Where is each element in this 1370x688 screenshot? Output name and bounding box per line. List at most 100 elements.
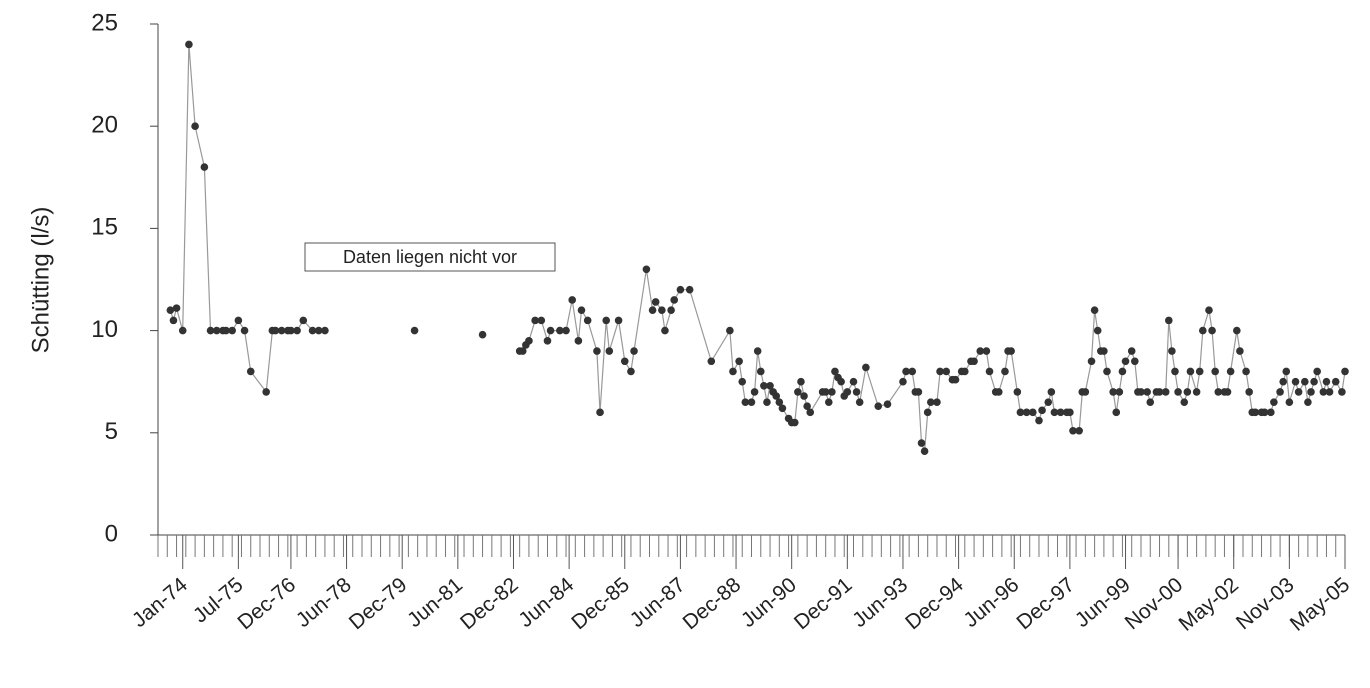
data-point — [1251, 408, 1260, 417]
data-point — [1155, 388, 1164, 396]
data-point — [1087, 357, 1096, 366]
data-point — [1307, 388, 1315, 396]
x-tick-label: May-02 — [1175, 573, 1243, 636]
x-tick-label: May-05 — [1286, 573, 1354, 636]
data-point — [299, 316, 308, 325]
data-point — [1081, 388, 1090, 396]
data-point — [178, 326, 187, 335]
data-point — [1174, 388, 1182, 396]
data-point — [1199, 326, 1207, 335]
data-point — [821, 388, 830, 396]
data-point — [1331, 377, 1340, 386]
data-point — [593, 347, 601, 355]
data-point — [240, 326, 249, 335]
data-point — [648, 306, 657, 314]
data-point — [169, 316, 178, 325]
data-point — [982, 347, 991, 355]
data-point — [1121, 357, 1130, 366]
data-point — [185, 40, 193, 49]
data-point — [1233, 326, 1241, 335]
data-point — [951, 375, 960, 384]
data-point — [271, 326, 280, 335]
data-point — [803, 402, 811, 411]
data-point — [849, 377, 858, 386]
data-point — [577, 306, 586, 314]
data-point — [800, 392, 808, 400]
data-point — [862, 363, 870, 372]
data-point — [670, 296, 679, 304]
data-point — [1214, 388, 1223, 396]
data-point — [1146, 398, 1155, 406]
data-point — [212, 326, 221, 335]
data-point — [831, 367, 839, 376]
data-point — [1131, 357, 1139, 366]
x-tick-label: Nov-00 — [1121, 573, 1188, 634]
data-point — [596, 408, 604, 417]
annotation: Daten liegen nicht vor — [343, 247, 517, 267]
data-point — [970, 357, 978, 366]
data-point — [760, 381, 768, 390]
data-point — [1279, 377, 1287, 386]
x-tick-label: Dec-85 — [567, 573, 634, 634]
data-point — [630, 347, 638, 355]
data-point — [772, 392, 781, 400]
data-point — [478, 330, 487, 339]
data-point — [1223, 388, 1232, 396]
data-point — [321, 326, 329, 335]
data-point — [642, 265, 651, 274]
data-point — [627, 367, 635, 376]
data-point — [1069, 426, 1077, 435]
data-point — [308, 326, 317, 335]
x-tick-label: Dec-94 — [901, 573, 968, 634]
x-tick-label: Jan-74 — [128, 573, 192, 632]
data-point — [525, 337, 533, 345]
x-tick-label: Dec-97 — [1012, 573, 1079, 634]
data-point — [1192, 388, 1201, 396]
data-point — [1165, 316, 1173, 325]
data-point — [1304, 398, 1312, 406]
data-point — [1168, 347, 1176, 355]
data-point — [1143, 388, 1151, 396]
data-point — [707, 357, 716, 366]
data-point — [1294, 388, 1303, 396]
data-point — [191, 122, 199, 130]
data-point — [1260, 408, 1269, 417]
data-point — [843, 388, 852, 396]
data-point — [518, 347, 527, 355]
data-point — [933, 398, 941, 406]
data-point — [923, 408, 932, 417]
data-point — [960, 367, 969, 376]
data-point — [293, 326, 301, 335]
data-point — [1211, 367, 1219, 376]
data-point — [1047, 388, 1056, 396]
data-point — [794, 388, 802, 396]
data-point — [874, 402, 883, 411]
x-tick-label: Jun-78 — [292, 573, 356, 632]
data-point — [976, 347, 985, 355]
data-point — [735, 357, 743, 366]
data-point — [837, 377, 845, 386]
data-point — [222, 326, 230, 335]
x-tick-label: Jun-84 — [514, 573, 578, 632]
data-point — [277, 326, 286, 335]
data-point — [790, 418, 799, 427]
data-point — [1050, 408, 1059, 417]
data-point — [750, 388, 759, 396]
data-point — [605, 347, 614, 355]
data-point — [172, 304, 181, 312]
data-point — [1118, 367, 1127, 376]
annotation-box — [304, 242, 556, 272]
y-tick-label: 25 — [91, 9, 118, 36]
data-point — [855, 398, 864, 406]
data-point — [556, 326, 564, 335]
data-point — [726, 326, 734, 335]
data-point — [806, 408, 815, 417]
data-point — [828, 388, 836, 396]
data-point — [1112, 408, 1121, 417]
data-point — [1313, 367, 1321, 376]
data-point — [1276, 388, 1284, 396]
data-point — [852, 388, 861, 396]
data-point — [543, 337, 552, 345]
data-point — [729, 367, 737, 376]
